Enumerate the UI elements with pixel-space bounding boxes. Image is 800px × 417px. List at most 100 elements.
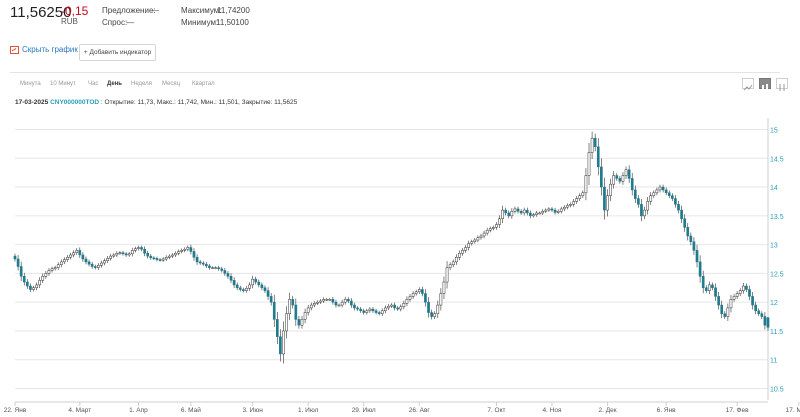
candle-body <box>519 210 523 214</box>
candle-body <box>251 278 254 286</box>
candle-body <box>214 267 217 269</box>
candle-body <box>269 296 273 303</box>
y-tick-label: 10.5 <box>770 386 784 393</box>
ohlc-bars-icon <box>779 84 785 91</box>
candle-body <box>482 232 486 237</box>
candle-body <box>451 261 455 266</box>
candle-body <box>47 270 51 274</box>
candle-body <box>664 189 668 194</box>
candle-body <box>380 310 384 314</box>
candle-body <box>680 209 683 219</box>
candle-body <box>383 307 387 312</box>
candle-body <box>467 243 470 248</box>
candle-body <box>297 319 301 326</box>
y-tick-label: 11 <box>770 358 777 365</box>
candle-body <box>627 169 631 179</box>
tab-day[interactable]: День <box>107 81 122 87</box>
add-indicator-label: Добавить индикатор <box>89 49 152 56</box>
candle-body <box>149 255 153 259</box>
candle-body <box>495 224 498 228</box>
candle-body <box>87 261 91 265</box>
candle-body <box>723 313 727 317</box>
candle-body <box>368 308 372 312</box>
candle-body <box>485 229 489 234</box>
period-tabs: Минута 10 Минут Час День Неделя Месяц Кв… <box>10 72 788 95</box>
candlestick-chart-button[interactable] <box>759 78 771 90</box>
candle-body <box>760 313 764 317</box>
candle-body <box>232 280 236 286</box>
candle-body <box>427 301 430 313</box>
candle-body <box>69 254 72 258</box>
candle-body <box>698 261 702 277</box>
candle-body <box>488 228 492 231</box>
candle-body <box>365 310 369 313</box>
tab-10-minutes[interactable]: 10 Минут <box>50 81 76 87</box>
y-tick-label: 13.5 <box>770 214 784 221</box>
bid-value: — <box>126 18 134 27</box>
candle-body <box>59 261 63 266</box>
candle-body <box>454 257 458 263</box>
tab-quarter[interactable]: Квартал <box>192 81 215 87</box>
x-tick-label: 17. Март <box>786 407 800 414</box>
candle-body <box>359 308 362 312</box>
x-tick-label: 29. Июл <box>352 407 376 414</box>
candle-body <box>479 235 483 238</box>
candle-body <box>266 290 270 297</box>
candle-body <box>689 235 693 242</box>
candle-body <box>72 252 75 256</box>
candle-body <box>316 301 319 304</box>
candle-body <box>624 169 628 176</box>
candle-body <box>754 304 757 312</box>
line-chart-button[interactable] <box>742 78 754 91</box>
candle-body <box>140 247 143 250</box>
candle-body <box>254 278 258 283</box>
candle-body <box>189 247 193 252</box>
candle-body <box>29 285 32 290</box>
candle-body <box>134 248 137 251</box>
x-tick-label: 17. Фев <box>726 407 749 414</box>
candle-body <box>288 299 291 314</box>
candle-body <box>729 299 733 309</box>
tab-week[interactable]: Неделя <box>131 81 152 87</box>
candle-body <box>309 304 313 309</box>
candle-body <box>714 287 717 297</box>
candle-body <box>692 241 696 251</box>
add-indicator-button[interactable]: + Добавить индикатор <box>79 44 156 61</box>
candle-body <box>396 307 400 310</box>
candle-body <box>282 330 285 355</box>
candle-body <box>377 312 381 314</box>
candle-body <box>547 208 551 211</box>
candle-body <box>303 312 307 320</box>
tab-month[interactable]: Месяц <box>162 81 181 87</box>
tab-hour[interactable]: Час <box>88 81 99 87</box>
candle-body <box>720 304 724 314</box>
tab-minute[interactable]: Минута <box>20 81 41 87</box>
candle-body <box>371 308 375 312</box>
hide-chart-link[interactable]: Скрыть график <box>10 45 78 54</box>
candle-body <box>618 178 622 182</box>
candle-body <box>553 209 557 213</box>
candle-body <box>155 258 159 260</box>
x-tick-label: 22. Янв <box>4 407 27 414</box>
candle-body <box>633 189 637 199</box>
candle-body <box>205 263 208 267</box>
candle-body <box>201 262 205 265</box>
candle-body <box>763 316 767 326</box>
candle-body <box>263 287 267 291</box>
candle-body <box>192 251 196 258</box>
candle-body <box>640 204 643 217</box>
candle-body <box>195 257 199 263</box>
candle-body <box>217 267 221 270</box>
ohlc-bars-button[interactable] <box>776 78 788 91</box>
candle-body <box>766 317 770 328</box>
candle-body <box>674 198 677 205</box>
x-tick-label: 26. Авг <box>409 407 431 414</box>
candle-body <box>313 303 316 306</box>
info-ticker[interactable]: CNY000000TOD <box>50 99 100 106</box>
candle-body <box>757 310 761 314</box>
candle-body <box>596 146 600 168</box>
candle-body <box>667 192 671 196</box>
candle-body <box>615 175 619 179</box>
candle-body <box>587 152 591 176</box>
